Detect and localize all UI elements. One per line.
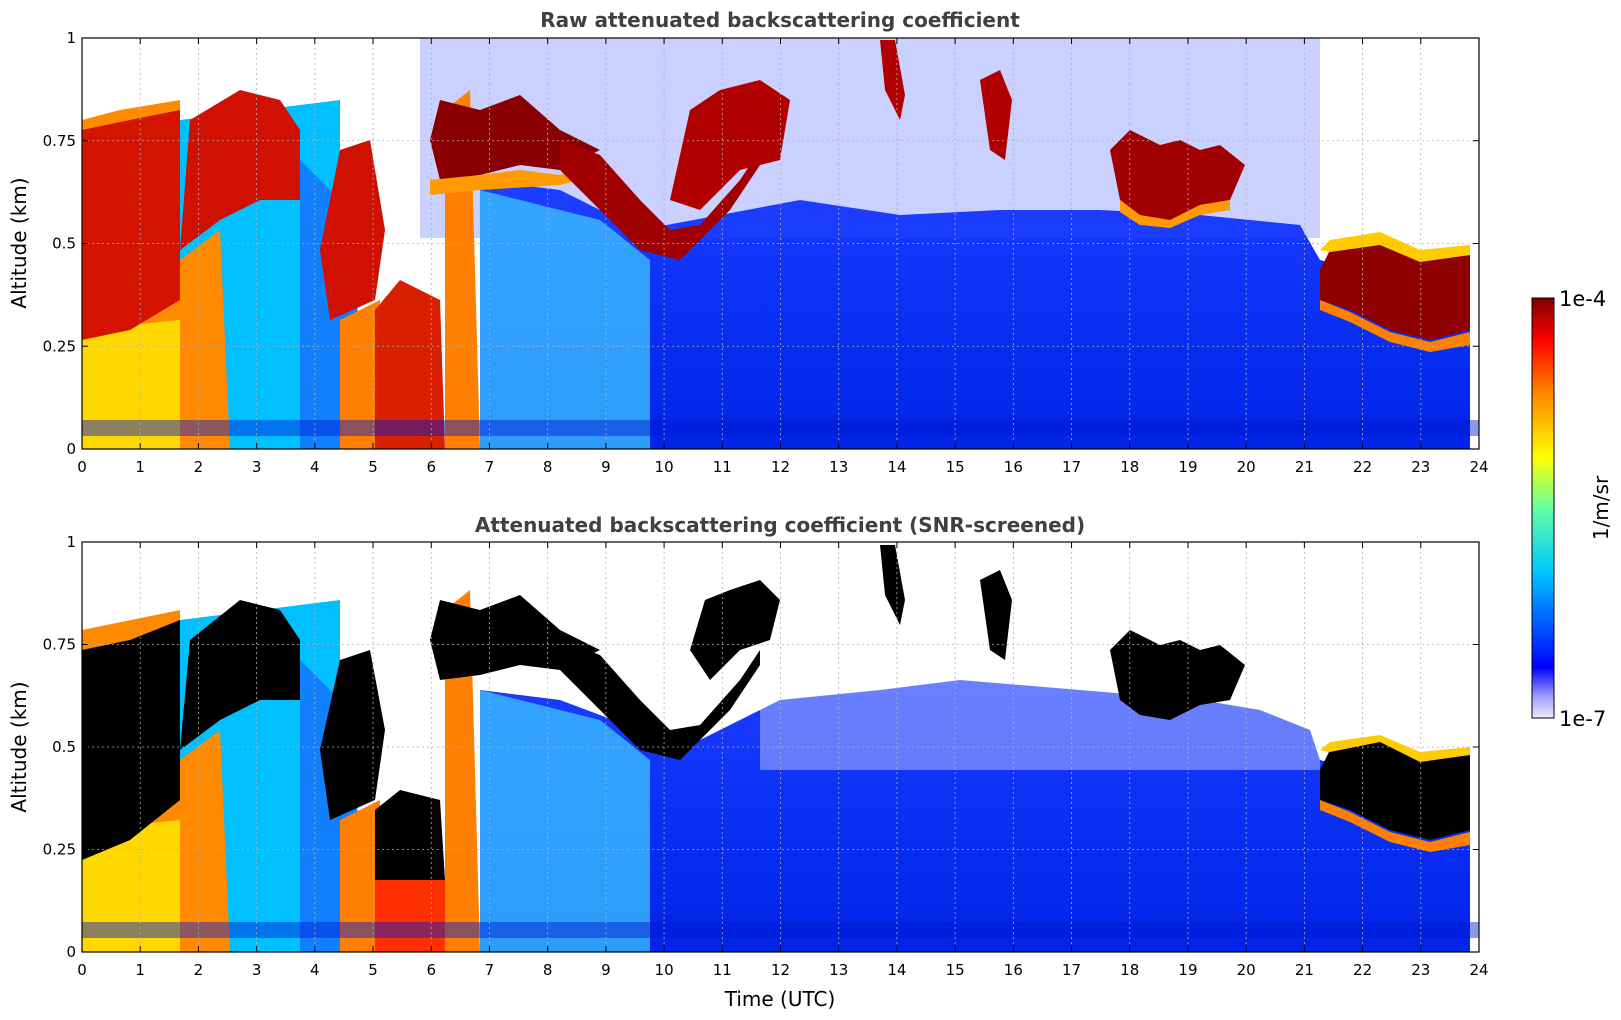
panel-raw-grid	[82, 38, 1479, 449]
y-tick-label: 0	[66, 943, 76, 961]
y-tick-label: 0.25	[43, 337, 76, 355]
colorbar-min-label: 1e-7	[1559, 707, 1606, 731]
x-tick-label: 15	[946, 961, 965, 979]
x-tick-label: 2	[194, 961, 204, 979]
x-tick-label: 0	[77, 458, 87, 476]
x-tick-label: 18	[1120, 961, 1139, 979]
panel-raw-ylabel: Altitude (km)	[7, 177, 31, 308]
x-tick-label: 4	[310, 458, 320, 476]
x-tick-label: 11	[713, 961, 732, 979]
panel-screened: Attenuated backscattering coefficient (S…	[7, 513, 1489, 1011]
x-tick-label: 23	[1411, 961, 1430, 979]
x-tick-label: 24	[1469, 458, 1488, 476]
x-tick-label: 12	[771, 458, 790, 476]
panel-screened-title: Attenuated backscattering coefficient (S…	[475, 513, 1085, 537]
raw-cloud-10-12h	[670, 80, 790, 210]
x-tick-label: 20	[1237, 458, 1256, 476]
x-tick-label: 21	[1295, 458, 1314, 476]
y-tick-label: 0.5	[52, 235, 76, 253]
x-tick-label: 5	[368, 458, 378, 476]
y-tick-label: 1	[66, 533, 76, 551]
x-tick-label: 8	[543, 961, 553, 979]
raw-cloud-14h	[880, 40, 905, 120]
x-tick-label: 13	[829, 961, 848, 979]
panel-raw-title: Raw attenuated backscattering coefficien…	[540, 8, 1020, 32]
panel-raw: Raw attenuated backscattering coefficien…	[7, 8, 1489, 476]
raw-blue-field	[480, 180, 1470, 449]
colorbar-max-label: 1e-4	[1559, 287, 1606, 311]
raw-cloud-6-8h	[430, 95, 600, 180]
x-tick-label: 14	[887, 458, 906, 476]
x-tick-label: 19	[1178, 458, 1197, 476]
x-tick-label: 17	[1062, 458, 1081, 476]
x-tick-label: 3	[252, 458, 262, 476]
x-tick-label: 9	[601, 458, 611, 476]
x-tick-label: 15	[946, 458, 965, 476]
x-tick-label: 7	[485, 458, 495, 476]
panel-screened-yticks: 0 0.25 0.5 0.75 1	[43, 533, 1479, 961]
y-tick-label: 0	[66, 440, 76, 458]
x-tick-label: 1	[135, 961, 145, 979]
y-tick-label: 0.75	[43, 132, 76, 150]
raw-cloud-18-20h	[1110, 130, 1245, 220]
colorbar-gradient	[1531, 297, 1555, 719]
x-tick-label: 2	[194, 458, 204, 476]
x-tick-label: 21	[1295, 961, 1314, 979]
x-tick-label: 0	[77, 961, 87, 979]
x-tick-label: 10	[655, 458, 674, 476]
x-tick-label: 24	[1469, 961, 1488, 979]
raw-cloud-2-3h	[180, 90, 300, 250]
x-tick-label: 13	[829, 458, 848, 476]
x-tick-label: 12	[771, 961, 790, 979]
x-tick-label: 22	[1353, 961, 1372, 979]
x-tick-label: 11	[713, 458, 732, 476]
x-tick-label: 10	[655, 961, 674, 979]
x-tick-label: 16	[1004, 458, 1023, 476]
x-tick-label: 22	[1353, 458, 1372, 476]
panel-screened-ylabel: Altitude (km)	[7, 681, 31, 812]
x-tick-label: 19	[1178, 961, 1197, 979]
x-tick-label: 4	[310, 961, 320, 979]
x-tick-label: 14	[887, 961, 906, 979]
y-tick-label: 0.75	[43, 636, 76, 654]
x-tick-label: 9	[601, 961, 611, 979]
y-tick-label: 0.25	[43, 841, 76, 859]
x-tick-label: 16	[1004, 961, 1023, 979]
colorbar: 1e-4 1e-7 1/m/sr	[1531, 287, 1613, 731]
panel-raw-xticks: 0 1 2 3 4 5 6 7 8 9 10 11 12 13 14 15 16 17 18 19 20 21 22 23 24	[77, 38, 1489, 476]
x-tick-label: 17	[1062, 961, 1081, 979]
raw-cloud-21-24h	[1320, 240, 1470, 340]
x-tick-label: 5	[368, 961, 378, 979]
panel-screened-xlabel: Time (UTC)	[724, 987, 836, 1011]
x-tick-label: 3	[252, 961, 262, 979]
y-tick-label: 0.5	[52, 738, 76, 756]
x-tick-label: 7	[485, 961, 495, 979]
x-tick-label: 6	[426, 458, 436, 476]
x-tick-label: 1	[135, 458, 145, 476]
raw-cloud-7-10h	[560, 140, 760, 260]
panel-screened-xticks: 0 1 2 3 4 5 6 7 8 9 10 11 12 13 14 15 16 17 18 19 20 21 22 23 24	[77, 542, 1489, 979]
colorbar-unit-label: 1/m/sr	[1589, 475, 1613, 540]
x-tick-label: 6	[426, 961, 436, 979]
x-tick-label: 18	[1120, 458, 1139, 476]
x-tick-label: 20	[1237, 961, 1256, 979]
raw-cloud-5-6h	[375, 280, 445, 449]
raw-cloud-16h	[980, 70, 1012, 160]
x-tick-label: 8	[543, 458, 553, 476]
panel-screened-grid	[82, 542, 1479, 952]
y-tick-label: 1	[66, 29, 76, 47]
x-tick-label: 23	[1411, 458, 1430, 476]
panel-raw-yticks: 0 0.25 0.5 0.75 1	[43, 29, 1479, 458]
